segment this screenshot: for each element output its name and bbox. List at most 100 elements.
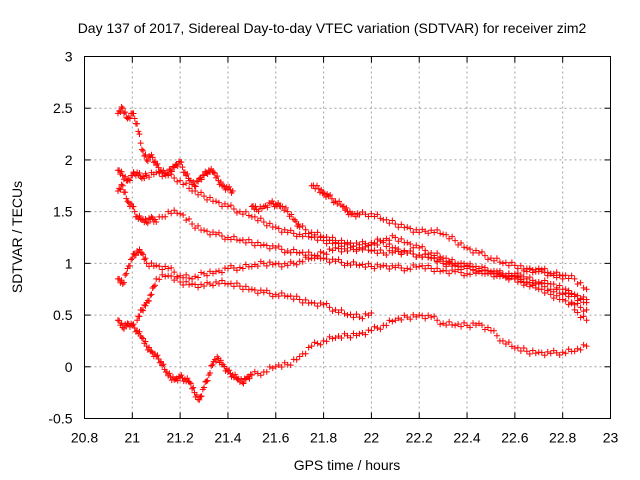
data-point [287, 292, 294, 299]
data-point [419, 312, 426, 319]
data-point [242, 208, 249, 215]
y-tick-label: -0.5 [48, 411, 72, 427]
data-point [251, 213, 258, 220]
data-point [347, 262, 354, 269]
data-point [239, 265, 246, 272]
data-point [467, 246, 474, 253]
data-point [160, 361, 167, 368]
data-point [535, 265, 542, 272]
data-point [428, 265, 435, 272]
data-point [484, 270, 491, 277]
data-point [279, 203, 286, 210]
data-point [131, 208, 138, 215]
data-point [224, 265, 231, 272]
data-point [266, 290, 273, 297]
x-tick-label: 21.6 [262, 430, 289, 446]
data-point [443, 231, 450, 238]
data-point [136, 131, 143, 138]
data-point [314, 182, 321, 189]
data-point [335, 256, 342, 263]
data-point [359, 245, 366, 252]
data-point [574, 280, 581, 287]
data-point [368, 327, 375, 334]
data-point [401, 247, 408, 254]
data-point [142, 338, 149, 345]
data-point [455, 263, 462, 270]
data-point [299, 258, 306, 265]
data-point [332, 244, 339, 251]
data-point [165, 172, 172, 179]
data-point [204, 228, 211, 235]
data-point [583, 317, 590, 324]
data-point [118, 104, 125, 111]
data-point [284, 262, 291, 269]
data-point [123, 195, 130, 202]
data-point [138, 334, 145, 341]
data-point [523, 268, 530, 275]
data-point [137, 140, 144, 147]
data-point [287, 249, 294, 256]
data-point [296, 353, 303, 360]
data-point [365, 260, 372, 267]
data-point [508, 259, 515, 266]
data-point [156, 276, 163, 283]
data-point [296, 224, 303, 231]
data-point [323, 338, 330, 345]
data-point [338, 237, 345, 244]
data-point [266, 245, 273, 252]
data-point [118, 320, 125, 327]
data-point [236, 283, 243, 290]
data-point [380, 262, 387, 269]
data-point [565, 290, 572, 297]
data-point [338, 259, 345, 266]
data-point [404, 239, 411, 246]
data-point [278, 246, 285, 253]
data-point [195, 178, 202, 185]
data-point [478, 322, 485, 329]
data-point [580, 313, 587, 320]
x-tick-label: 20.8 [71, 430, 98, 446]
data-point [302, 296, 309, 303]
data-point [257, 372, 264, 379]
data-point [431, 268, 438, 275]
data-point [154, 160, 161, 167]
data-point [422, 251, 429, 258]
data-point [125, 114, 132, 121]
data-point [520, 267, 527, 274]
data-point [577, 295, 584, 302]
x-tick-labels: 20.8 21 21.2 21.4 21.6 21.8 22 22.2 22.4 22.6 22.8… [71, 430, 619, 446]
data-point [293, 261, 300, 268]
data-point [446, 260, 453, 267]
data-point [413, 263, 420, 270]
data-point [425, 230, 432, 237]
data-point [410, 251, 417, 258]
data-point [189, 275, 196, 282]
data-point [233, 209, 240, 216]
data-point [344, 239, 351, 246]
data-point [159, 362, 166, 369]
data-point [174, 210, 181, 217]
data-point [293, 249, 300, 256]
data-point [404, 265, 411, 272]
data-point [179, 164, 186, 171]
data-point [171, 175, 178, 182]
data-point [559, 296, 566, 303]
data-point [467, 324, 474, 331]
data-point [544, 287, 551, 294]
data-point [365, 213, 372, 220]
data-point [422, 265, 429, 272]
data-point [386, 317, 393, 324]
data-point [177, 210, 184, 217]
data-point [302, 350, 309, 357]
x-tick-label: 22 [364, 430, 380, 446]
data-point [407, 240, 414, 247]
data-point [156, 170, 163, 177]
data-point [559, 275, 566, 282]
data-point [116, 107, 123, 114]
data-point [449, 256, 456, 263]
data-point [190, 384, 197, 391]
data-point [126, 177, 133, 184]
data-point [120, 325, 127, 332]
data-point [478, 263, 485, 270]
data-point [281, 226, 288, 233]
